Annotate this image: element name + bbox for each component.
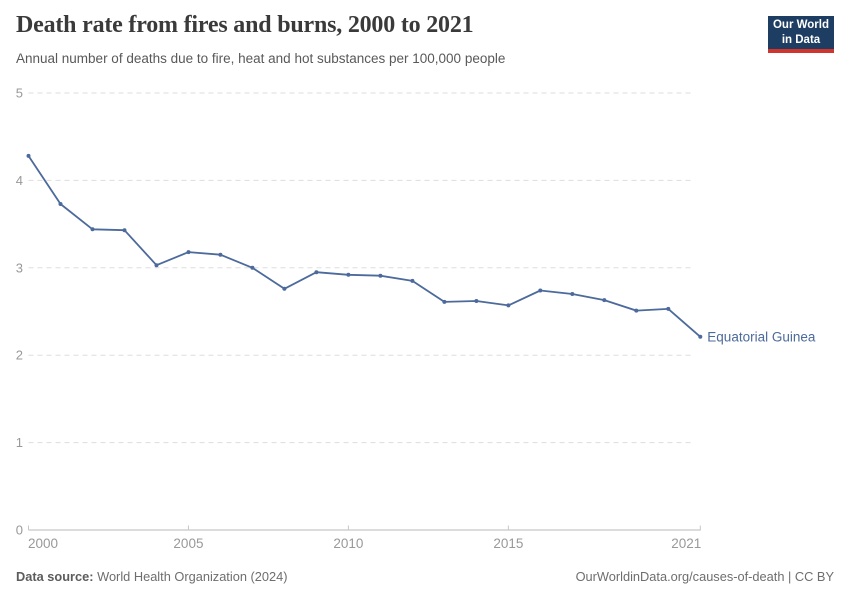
x-tick-label: 2015 [493, 536, 523, 551]
data-source: Data source: World Health Organization (… [16, 569, 288, 584]
data-source-label: Data source: [16, 569, 94, 584]
y-tick-label: 0 [16, 523, 23, 538]
y-tick-label: 5 [16, 86, 23, 101]
data-point-2014[interactable] [474, 299, 479, 303]
chart-subtitle: Annual number of deaths due to fire, hea… [16, 51, 506, 66]
data-point-2001[interactable] [58, 202, 63, 206]
data-point-2006[interactable] [218, 252, 223, 257]
data-point-2012[interactable] [410, 278, 415, 283]
x-tick-label: 2005 [173, 536, 203, 551]
y-tick-label: 2 [16, 348, 23, 363]
data-point-2003[interactable] [122, 228, 127, 233]
x-tick-label: 2010 [333, 536, 363, 551]
data-point-2016[interactable] [538, 288, 543, 293]
data-point-2010[interactable] [346, 272, 351, 277]
data-point-2007[interactable] [250, 265, 255, 270]
data-point-2004[interactable] [154, 263, 159, 268]
data-point-2000[interactable] [26, 153, 31, 158]
data-point-2011[interactable] [378, 273, 383, 278]
x-tick-label: 2000 [28, 536, 58, 551]
data-point-2013[interactable] [442, 299, 447, 304]
data-point-2020[interactable] [666, 306, 671, 311]
owid-logo-line2: in Data [781, 33, 821, 46]
series-label-equatorial-guinea[interactable]: Equatorial Guinea [707, 329, 816, 344]
y-tick-label: 3 [16, 260, 23, 275]
data-point-2017[interactable] [570, 292, 575, 296]
data-point-2008[interactable] [282, 286, 287, 291]
data-point-2018[interactable] [602, 298, 607, 303]
data-point-2002[interactable] [90, 227, 95, 232]
data-point-2009[interactable] [314, 270, 319, 275]
trend-line-equatorial-guinea[interactable] [27, 154, 702, 338]
data-point-2015[interactable] [506, 303, 511, 308]
data-source-text: World Health Organization (2024) [97, 569, 288, 584]
page-title: Death rate from fires and burns, 2000 to… [16, 12, 474, 38]
owid-logo[interactable]: Our World in Data [768, 16, 834, 53]
data-point-2005[interactable] [186, 250, 191, 255]
y-tick-label: 4 [16, 173, 23, 188]
data-point-2019[interactable] [634, 308, 639, 313]
owid-logo-line1: Our World [772, 19, 829, 32]
data-point-2021[interactable] [698, 334, 703, 339]
credit-link[interactable]: OurWorldinData.org/causes-of-death | CC … [575, 569, 834, 584]
x-tick-label: 2021 [671, 536, 701, 551]
y-tick-label: 1 [16, 435, 23, 450]
